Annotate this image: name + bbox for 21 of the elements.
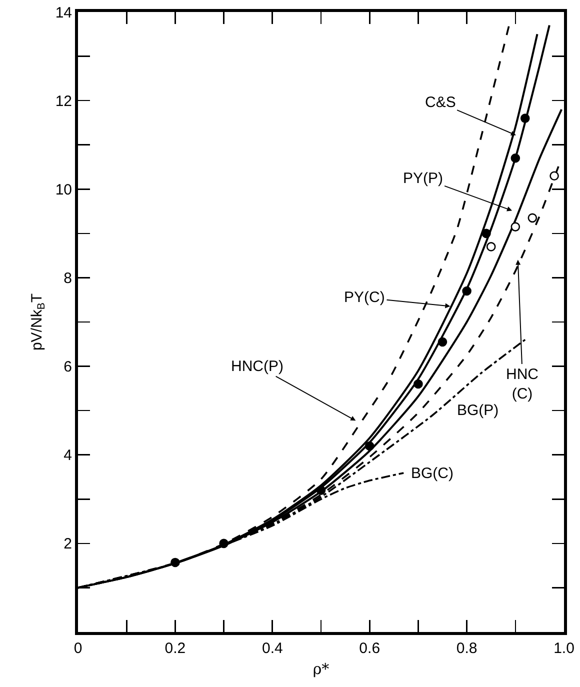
y-tick-label: 12 [55, 92, 72, 110]
y-tick-label: 8 [64, 270, 72, 287]
annotation: HNC(P) [231, 358, 284, 375]
x-tick-label: 0 [74, 640, 82, 657]
y-tick-label: 4 [64, 447, 72, 464]
annotation: BG(P) [457, 402, 499, 419]
annotation: HNC (C) [506, 366, 539, 402]
x-tick-label: 0.6 [359, 640, 380, 657]
annotation: C&S [425, 94, 456, 111]
y-tick-label: 6 [64, 358, 72, 376]
x-tick-label: 0.2 [164, 640, 186, 657]
x-tick-label: 0.4 [262, 640, 283, 657]
y-tick-label: 2 [64, 536, 72, 553]
x-tick-label: 1.0 [554, 640, 574, 657]
y-tick-label: 10 [55, 181, 72, 198]
x-axis-title: ρ* [312, 660, 330, 678]
y-tick-label: 14 [55, 4, 72, 22]
annotation: BG(C) [411, 465, 454, 482]
x-tick-label: 0.8 [456, 640, 478, 657]
annotation: PY(C) [344, 289, 385, 306]
annotation: PY(P) [403, 170, 444, 187]
